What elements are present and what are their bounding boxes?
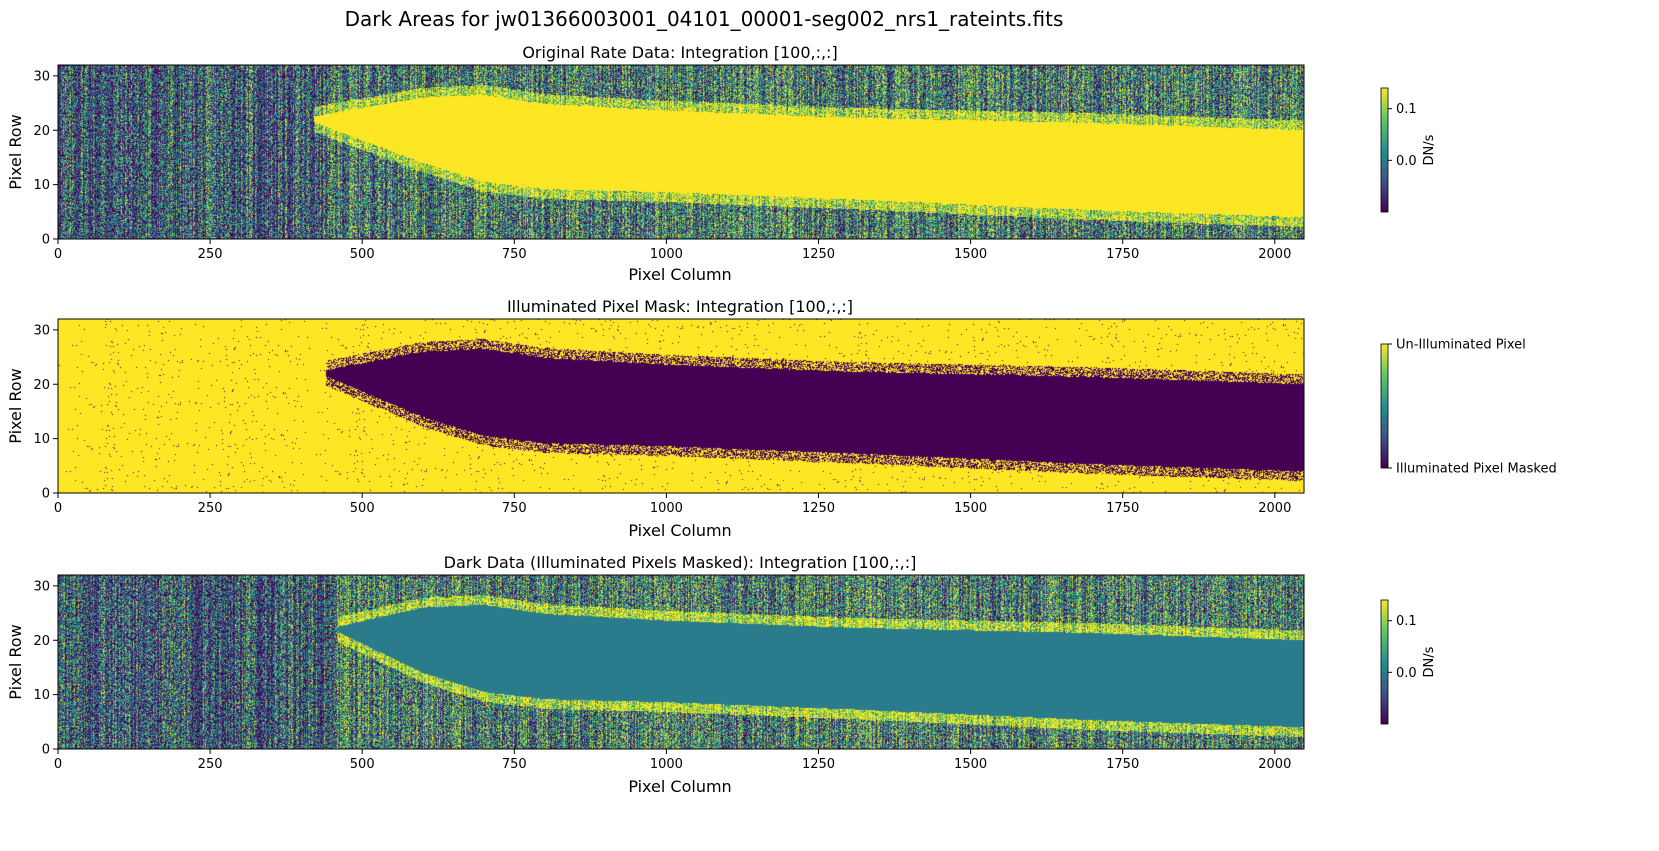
y-tick-label: 10 xyxy=(33,688,50,703)
y-tick-label: 10 xyxy=(33,432,50,447)
x-tick-label: 750 xyxy=(502,501,527,516)
x-tick-label: 1750 xyxy=(1106,757,1139,772)
y-tick-label: 20 xyxy=(33,124,50,139)
y-tick-label: 0 xyxy=(42,487,50,502)
y-axis-label: Pixel Row xyxy=(6,368,25,443)
x-tick-label: 500 xyxy=(350,501,375,516)
x-tick-label: 250 xyxy=(198,757,223,772)
colorbar-ticks: 0.1 0.0 xyxy=(1388,614,1417,681)
y-axis-ticks: 0 10 20 30 xyxy=(33,69,58,248)
x-tick-label: 1750 xyxy=(1106,501,1139,516)
x-tick-label: 1000 xyxy=(650,247,683,262)
x-tick-label: 0 xyxy=(54,501,62,516)
x-tick-label: 1000 xyxy=(650,501,683,516)
plot-frame xyxy=(57,574,1305,750)
x-tick-label: 1500 xyxy=(954,501,987,516)
panel-illuminated-mask: Illuminated Pixel Mask: Integration [100… xyxy=(6,297,1557,540)
y-tick-label: 30 xyxy=(33,69,50,84)
panel-title: Illuminated Pixel Mask: Integration [100… xyxy=(507,297,853,316)
x-tick-label: 250 xyxy=(198,247,223,262)
y-tick-label: 30 xyxy=(33,323,50,338)
y-axis-ticks: 0 10 20 30 xyxy=(33,323,58,502)
x-axis-ticks: 0 250 500 750 1000 1250 1500 1750 2000 xyxy=(54,493,1291,516)
y-tick-label: 0 xyxy=(42,233,50,248)
panel-title: Dark Data (Illuminated Pixels Masked): I… xyxy=(444,553,917,572)
heatmap-dark-data xyxy=(58,575,1304,749)
y-axis-label: Pixel Row xyxy=(6,624,25,699)
x-tick-label: 2000 xyxy=(1258,757,1291,772)
x-tick-label: 2000 xyxy=(1258,247,1291,262)
heatmap-illuminated-mask xyxy=(58,319,1304,493)
x-tick-label: 250 xyxy=(198,501,223,516)
y-axis-label: Pixel Row xyxy=(6,114,25,189)
colorbar-tick-label: Un-Illuminated Pixel xyxy=(1396,338,1526,353)
colorbar-tick-label: 0.0 xyxy=(1396,154,1417,169)
colorbar-tick-label: 0.0 xyxy=(1396,666,1417,681)
x-tick-label: 0 xyxy=(54,247,62,262)
plot-frame xyxy=(57,318,1305,494)
panel-dark-data: Dark Data (Illuminated Pixels Masked): I… xyxy=(6,553,1437,796)
y-axis-ticks: 0 10 20 30 xyxy=(33,579,58,758)
colorbar xyxy=(1380,87,1389,213)
x-tick-label: 0 xyxy=(54,757,62,772)
colorbar-label: DN/s xyxy=(1422,646,1437,677)
y-tick-label: 0 xyxy=(42,743,50,758)
x-tick-label: 500 xyxy=(350,247,375,262)
colorbar xyxy=(1380,343,1389,469)
plot-frame xyxy=(57,64,1305,240)
x-tick-label: 500 xyxy=(350,757,375,772)
x-tick-label: 750 xyxy=(502,247,527,262)
y-tick-label: 10 xyxy=(33,178,50,193)
x-tick-label: 1250 xyxy=(802,247,835,262)
colorbar-tick-label: Illuminated Pixel Masked xyxy=(1396,462,1557,477)
x-axis-ticks: 0 250 500 750 1000 1250 1500 1750 2000 xyxy=(54,239,1291,262)
colorbar xyxy=(1380,599,1389,725)
x-tick-label: 750 xyxy=(502,757,527,772)
x-axis-label: Pixel Column xyxy=(628,777,731,796)
x-tick-label: 1250 xyxy=(802,757,835,772)
panel-title: Original Rate Data: Integration [100,:,:… xyxy=(522,43,837,62)
y-tick-label: 20 xyxy=(33,634,50,649)
x-axis-ticks: 0 250 500 750 1000 1250 1500 1750 2000 xyxy=(54,749,1291,772)
x-tick-label: 1250 xyxy=(802,501,835,516)
colorbar-tick-label: 0.1 xyxy=(1396,614,1417,629)
x-axis-label: Pixel Column xyxy=(628,265,731,284)
x-tick-label: 2000 xyxy=(1258,501,1291,516)
x-axis-label: Pixel Column xyxy=(628,521,731,540)
y-tick-label: 20 xyxy=(33,378,50,393)
figure-suptitle: Dark Areas for jw01366003001_04101_00001… xyxy=(345,7,1064,31)
x-tick-label: 1000 xyxy=(650,757,683,772)
colorbar-tick-label: 0.1 xyxy=(1396,102,1417,117)
x-tick-label: 1500 xyxy=(954,757,987,772)
colorbar-ticks: 0.1 0.0 xyxy=(1388,102,1417,169)
colorbar-label: DN/s xyxy=(1422,134,1437,165)
x-tick-label: 1500 xyxy=(954,247,987,262)
panel-original-rate: Original Rate Data: Integration [100,:,:… xyxy=(6,43,1437,284)
x-tick-label: 1750 xyxy=(1106,247,1139,262)
heatmap-original-rate xyxy=(58,65,1304,239)
y-tick-label: 30 xyxy=(33,579,50,594)
colorbar-ticks: Un-Illuminated Pixel Illuminated Pixel Ma… xyxy=(1388,338,1557,477)
